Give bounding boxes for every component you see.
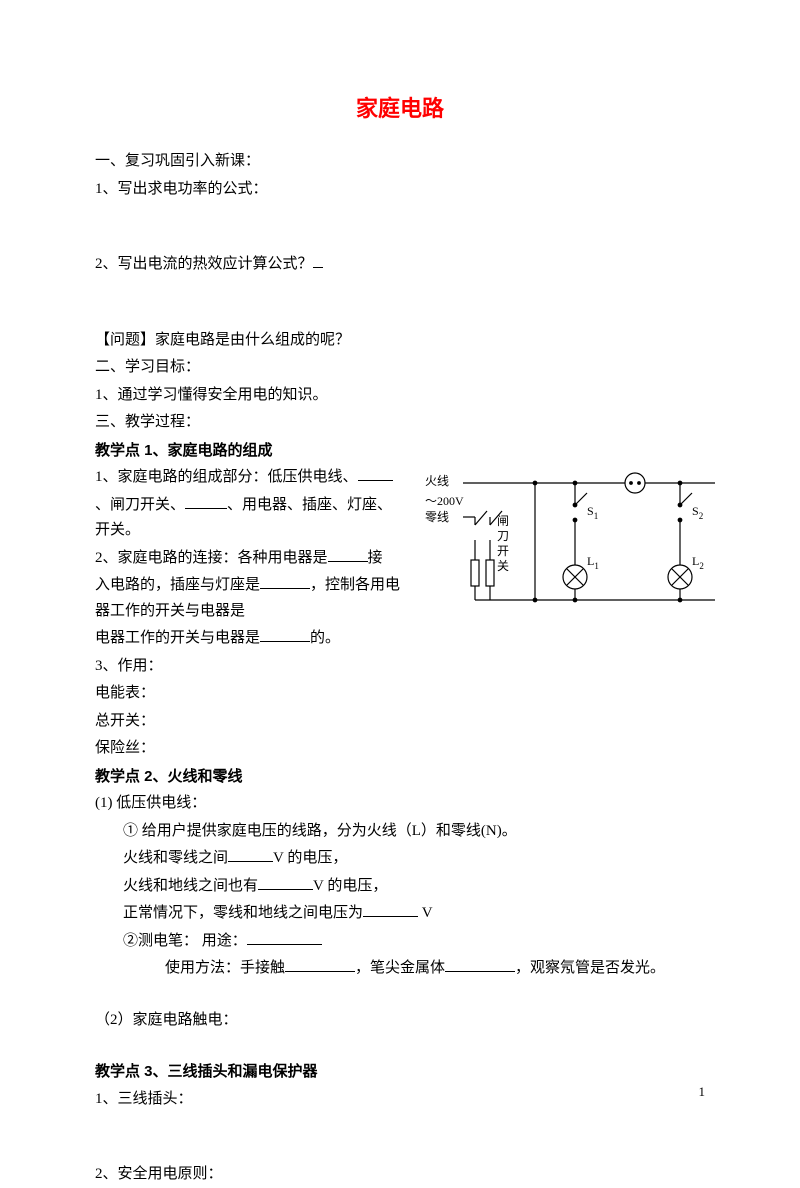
- diagram-label-voltage: ～200V: [425, 494, 464, 508]
- svg-text:开: 开: [497, 544, 509, 558]
- s2-item1: 1、通过学习懂得安全用电的知识。: [95, 383, 705, 409]
- tp2-a2: 火线和零线之间V 的电压，: [95, 846, 705, 872]
- svg-text:刀: 刀: [497, 529, 509, 543]
- diagram-s1: S1: [587, 504, 598, 521]
- tp2-sub1: (1) 低压供电线：: [95, 791, 705, 817]
- diagram-l2: L2: [692, 554, 704, 571]
- tp3-heading: 教学点 3、三线插头和漏电保护器: [95, 1059, 705, 1085]
- q2: 2、写出电流的热效应计算公式？: [95, 252, 705, 278]
- tp3-l2: 2、安全用电原则：: [95, 1162, 705, 1188]
- tp1-heading: 教学点 1、家庭电路的组成: [95, 438, 705, 464]
- q1: 1、写出求电功率的公式：: [95, 177, 705, 203]
- svg-text:关: 关: [497, 559, 509, 573]
- tp1-l1: 1、家庭电路的组成部分：低压供电线、: [95, 465, 405, 491]
- tp2-heading: 教学点 2、火线和零线: [95, 764, 705, 790]
- problem: 【问题】家庭电路是由什么组成的呢？: [95, 328, 705, 354]
- diagram-label-neutral: 零线: [425, 510, 449, 524]
- tp2-a4: 正常情况下，零线和地线之间电压为 V: [95, 901, 705, 927]
- tp2-b2: 使用方法：手接触，笔尖金属体，观察氖管是否发光。: [95, 956, 705, 982]
- section-1-heading: 一、复习巩固引入新课：: [95, 149, 705, 175]
- section-2-heading: 二、学习目标：: [95, 355, 705, 381]
- diagram-label-switch: 闸: [497, 514, 509, 528]
- tp2-a3: 火线和地线之间也有V 的电压，: [95, 874, 705, 900]
- tp1-fuse: 保险丝：: [95, 736, 705, 762]
- page-title: 家庭电路: [95, 90, 705, 127]
- page-number: 1: [699, 1081, 706, 1103]
- tp1-l3: 3、作用：: [95, 654, 705, 680]
- tp1-l2b: 入电路的，插座与灯座是，控制各用电器工作的开关与电器是: [95, 573, 405, 624]
- diagram-l1: L1: [587, 554, 599, 571]
- tp1-mainsw: 总开关：: [95, 709, 705, 735]
- tp1-l2: 2、家庭电路的连接：各种用电器是接: [95, 546, 405, 572]
- tp2-sub2: （2）家庭电路触电：: [95, 1008, 705, 1034]
- tp1-meter: 电能表：: [95, 681, 705, 707]
- diagram-label-live: 火线: [425, 474, 449, 488]
- tp2-b1: ②测电笔： 用途：: [95, 929, 705, 955]
- tp3-l1: 1、三线插头：: [95, 1087, 705, 1113]
- section-3-heading: 三、教学过程：: [95, 410, 705, 436]
- tp1-l2c: 电器工作的开关与电器是的。: [95, 626, 405, 652]
- tp2-a1: ① 给用户提供家庭电压的线路，分为火线（L）和零线(N)。: [95, 819, 705, 845]
- diagram-s2: S2: [692, 504, 703, 521]
- circuit-diagram: 火线 ～200V 零线 闸 刀 开 关 S1 S2 L1 L2: [415, 465, 715, 615]
- tp1-l1b: 、闸刀开关、、用电器、插座、灯座、开关。: [95, 493, 405, 544]
